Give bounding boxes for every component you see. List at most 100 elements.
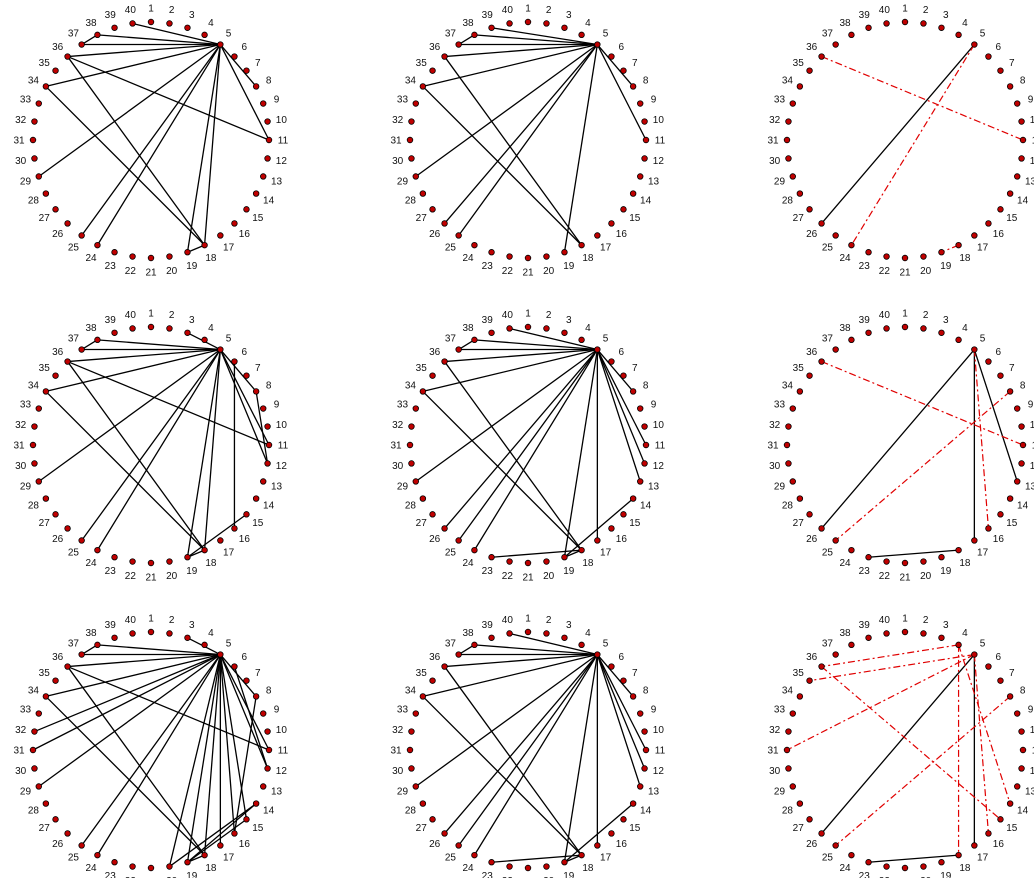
node-34 [43,694,49,700]
node-label-25: 25 [445,852,457,863]
node-label-31: 31 [13,136,25,147]
node-label-10: 10 [276,420,288,431]
node-35 [807,68,813,74]
node-22 [130,254,136,260]
node-35 [807,373,813,379]
node-label-27: 27 [793,823,805,834]
node-label-4: 4 [962,18,968,29]
node-15 [998,512,1004,518]
node-8 [1007,389,1013,395]
node-label-4: 4 [208,628,214,639]
node-label-28: 28 [782,500,794,511]
node-38 [472,32,478,38]
node-label-8: 8 [643,76,649,87]
node-label-17: 17 [223,242,235,253]
node-label-27: 27 [39,823,51,834]
node-24 [849,547,855,553]
edge-solid-23-18 [869,550,959,557]
node-label-36: 36 [52,652,64,663]
node-21 [525,560,531,566]
edge-solid-5-18 [205,45,221,246]
node-label-2: 2 [923,5,929,16]
node-9 [1014,406,1020,412]
node-2 [544,21,550,27]
node-label-14: 14 [640,195,652,206]
node-label-10: 10 [1030,420,1034,431]
node-label-11: 11 [278,136,289,147]
edge-solid-19-14 [187,804,256,863]
node-5 [972,652,978,658]
node-10 [1019,119,1025,125]
node-33 [413,711,419,717]
edge-solid-5-29 [39,45,221,177]
node-32 [786,424,792,430]
node-label-1: 1 [525,614,531,625]
node-5 [595,347,601,353]
node-30 [786,156,792,162]
edge-solid-5-19 [564,655,597,863]
node-label-5: 5 [603,334,609,345]
node-10 [265,729,271,735]
node-12 [265,156,271,162]
node-label-27: 27 [416,823,428,834]
node-20 [544,864,550,870]
node-18 [579,242,585,248]
node-37 [79,347,85,353]
node-39 [112,330,118,336]
node-label-9: 9 [274,705,280,716]
node-25 [833,233,839,239]
node-31 [784,747,790,753]
node-label-6: 6 [996,347,1002,358]
node-label-31: 31 [767,136,779,147]
node-22 [884,864,890,870]
node-12 [1019,156,1025,162]
node-16 [609,221,615,227]
graph-panel-r2c2: 1 2 34567891011121314151617181920212223242… [390,309,665,584]
node-label-19: 19 [940,566,952,577]
node-label-5: 5 [226,334,232,345]
node-23 [866,859,872,865]
node-label-14: 14 [1017,500,1029,511]
node-label-37: 37 [68,29,80,40]
node-label-2: 2 [169,310,175,321]
node-9 [637,406,643,412]
node-label-7: 7 [632,363,638,374]
node-label-25: 25 [68,547,80,558]
node-label-15: 15 [1006,823,1018,834]
node-29 [36,479,42,485]
node-34 [420,694,426,700]
node-23 [112,859,118,865]
node-20 [544,254,550,260]
node-label-10: 10 [276,725,288,736]
node-label-9: 9 [1028,400,1034,411]
node-40 [884,21,890,27]
node-1 [525,19,531,25]
node-4 [202,337,208,343]
graph-panel-r3c1: 1234567891011121314151617181920212223242… [13,614,288,878]
node-38 [849,337,855,343]
node-39 [489,25,495,31]
node-12 [1019,461,1025,467]
node-label-30: 30 [769,461,781,472]
node-35 [807,678,813,684]
graph-panel-r2c1: 1 2 34567891011121314151617181920212223242… [13,309,288,584]
node-8 [253,389,259,395]
node-label-33: 33 [397,95,409,106]
node-label-12: 12 [276,156,288,167]
node-label-11: 11 [655,136,666,147]
node-label-36: 36 [429,42,441,53]
node-3 [185,635,191,641]
node-24 [95,242,101,248]
node-label-17: 17 [977,852,989,863]
node-30 [409,766,415,772]
node-label-30: 30 [15,156,27,167]
node-label-1: 1 [902,4,908,15]
node-label-29: 29 [397,176,409,187]
node-label-37: 37 [445,334,457,345]
node-label-15: 15 [1006,213,1018,224]
node-label-25: 25 [822,852,834,863]
node-2 [544,326,550,332]
node-35 [430,678,436,684]
node-label-18: 18 [582,863,594,874]
node-label-22: 22 [125,571,137,582]
